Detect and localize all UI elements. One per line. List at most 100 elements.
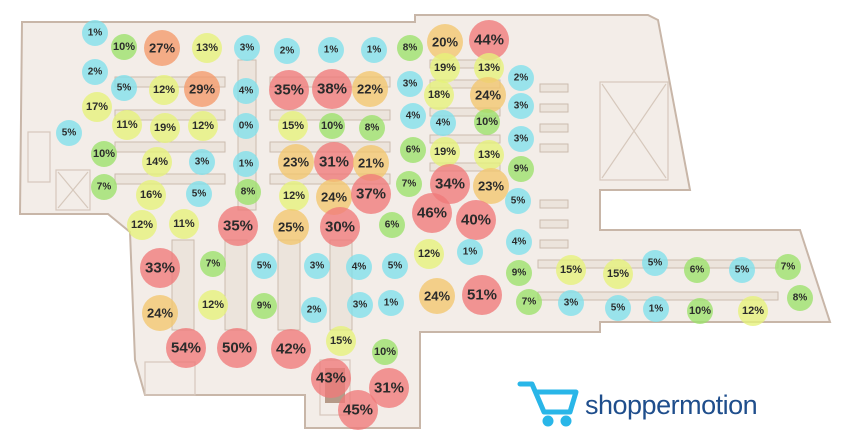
heat-label: 34% [435, 176, 465, 193]
heat-circle [382, 253, 408, 279]
heat-label: 4% [436, 118, 451, 129]
heat-circle [169, 209, 199, 239]
heat-zone: 2% [508, 65, 534, 91]
heat-circle [326, 326, 356, 356]
heat-circle [729, 257, 755, 283]
heat-circle [316, 179, 352, 215]
heat-zone: 43% [311, 358, 351, 398]
heat-label: 11% [116, 119, 138, 131]
heat-circle [200, 251, 226, 277]
heat-zone: 16% [136, 180, 166, 210]
back-room [144, 361, 196, 396]
heat-circle [430, 164, 470, 204]
heat-circle [218, 206, 258, 246]
brand-name: shoppermotion [585, 390, 757, 420]
heat-zone: 24% [142, 295, 178, 331]
heat-label: 4% [512, 237, 527, 248]
heat-label: 8% [365, 123, 380, 134]
heat-zone: 7% [516, 289, 542, 315]
heat-label: 50% [222, 340, 252, 357]
heat-label: 44% [474, 32, 504, 49]
heat-zone: 13% [474, 53, 504, 83]
heat-label: 1% [384, 298, 399, 309]
heat-zone: 23% [473, 168, 509, 204]
heat-zone: 38% [312, 69, 352, 109]
heat-circle [279, 181, 309, 211]
heat-circle [372, 339, 398, 365]
heat-label: 11% [173, 218, 195, 230]
heat-label: 33% [145, 260, 175, 277]
heat-label: 19% [154, 122, 176, 134]
heat-label: 9% [257, 301, 272, 312]
heat-zone: 25% [273, 209, 309, 245]
elevator [55, 169, 91, 211]
heat-label: 8% [241, 187, 256, 198]
heat-label: 0% [239, 121, 254, 132]
heat-circle [427, 24, 463, 60]
heat-label: 8% [793, 293, 808, 304]
heat-label: 7% [522, 297, 537, 308]
heat-label: 10% [321, 120, 343, 132]
heat-zone: 6% [400, 137, 426, 163]
heat-label: 2% [307, 305, 322, 316]
heat-circle [251, 253, 277, 279]
heat-zone: 4% [430, 110, 456, 136]
heat-circle [351, 174, 391, 214]
heat-label: 5% [192, 189, 207, 200]
heat-zone: 1% [457, 239, 483, 265]
heat-circle [506, 229, 532, 255]
heat-zone: 8% [359, 115, 385, 141]
heat-circle [397, 35, 423, 61]
heat-zone: 46% [412, 193, 452, 233]
heat-zone: 2% [274, 38, 300, 64]
heat-circle [456, 200, 496, 240]
heat-circle [353, 145, 389, 181]
heat-zone: 5% [382, 253, 408, 279]
heat-zone: 45% [338, 390, 378, 430]
heat-zone: 30% [320, 207, 360, 247]
heat-zone: 3% [347, 292, 373, 318]
heat-label: 38% [317, 81, 347, 98]
heat-zone: 10% [91, 141, 117, 167]
heat-zone: 24% [316, 179, 352, 215]
heat-zone: 3% [304, 253, 330, 279]
heat-zone: 21% [353, 145, 389, 181]
heat-circle [82, 92, 112, 122]
heat-circle [430, 110, 456, 136]
heat-label: 13% [196, 42, 218, 54]
heat-circle [424, 80, 454, 110]
heat-zone: 1% [82, 20, 108, 46]
heat-circle [508, 93, 534, 119]
heat-label: 5% [62, 128, 77, 139]
heat-label: 1% [88, 28, 103, 39]
heat-circle [605, 295, 631, 321]
heat-circle [396, 171, 422, 197]
heat-zone: 4% [506, 229, 532, 255]
heat-label: 25% [278, 220, 304, 235]
heat-circle [91, 174, 117, 200]
heat-zone: 8% [235, 179, 261, 205]
heat-label: 10% [476, 116, 498, 128]
heat-zone: 35% [218, 206, 258, 246]
heat-zone: 22% [352, 71, 388, 107]
heat-zone: 10% [319, 113, 345, 139]
heat-label: 7% [97, 182, 112, 193]
heat-zone: 24% [419, 278, 455, 314]
heat-label: 35% [223, 218, 253, 235]
heat-zone: 5% [186, 181, 212, 207]
heat-label: 19% [434, 62, 456, 74]
heat-label: 1% [367, 45, 382, 56]
heat-zone: 20% [427, 24, 463, 60]
heat-circle [217, 328, 257, 368]
heat-zone: 6% [379, 212, 405, 238]
heat-label: 1% [649, 304, 664, 315]
heat-zone: 17% [82, 92, 112, 122]
heat-circle [378, 290, 404, 316]
heat-zone: 13% [192, 33, 222, 63]
heat-circle [469, 20, 509, 60]
heat-label: 5% [511, 196, 526, 207]
heat-zone: 34% [430, 164, 470, 204]
heat-label: 15% [282, 120, 304, 132]
heat-label: 5% [257, 261, 272, 272]
